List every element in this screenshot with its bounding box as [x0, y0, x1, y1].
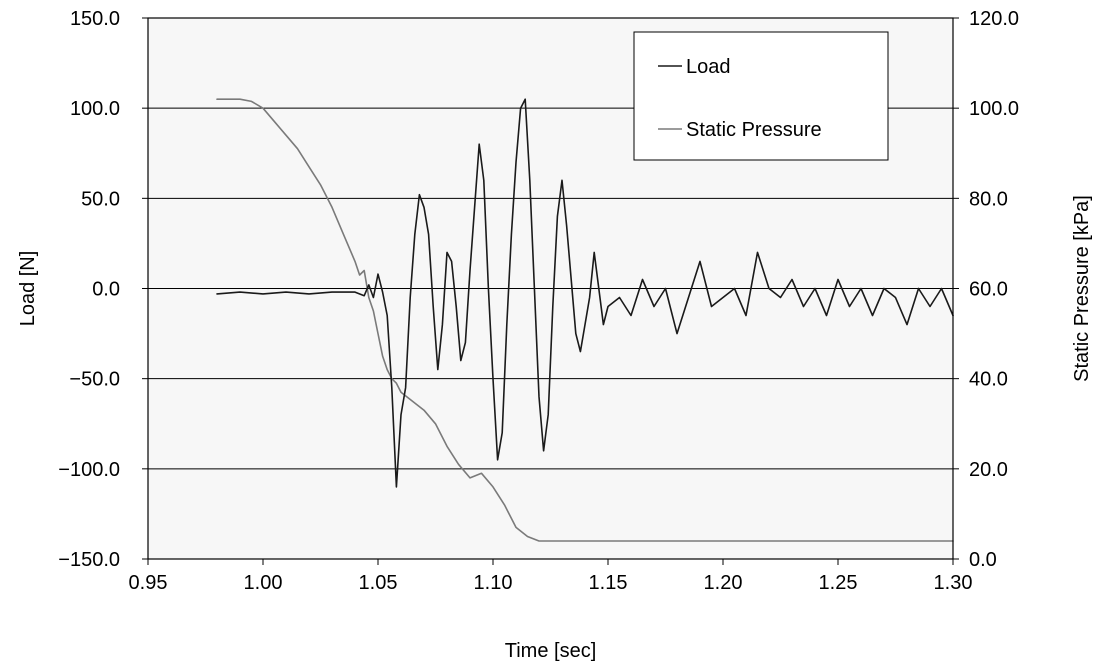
- tick-labels: 0.95 1.00 1.05 1.10 1.15 1.20 1.25 1.30 150.0 100…: [58, 8, 1019, 594]
- y-right-tick-label: 20.0: [969, 459, 1008, 481]
- series-line-load: [216, 98, 954, 488]
- y-left-tick-label: −100.0: [58, 459, 120, 481]
- y-right-tick-label: 0.0: [969, 549, 997, 571]
- legend-label-static-pressure: Static Pressure: [686, 119, 822, 141]
- x-tick-label: 1.20: [704, 572, 743, 594]
- series-line-static-pressure: [216, 98, 954, 542]
- x-tick-label: 1.00: [244, 572, 283, 594]
- series-layer: [216, 98, 954, 542]
- y-left-tick-label: 150.0: [70, 8, 120, 30]
- x-tick-label: 1.30: [934, 572, 973, 594]
- y-axis-right-title: Static Pressure [kPa]: [1071, 195, 1093, 382]
- y-right-tick-label: 40.0: [969, 369, 1008, 391]
- x-tick-label: 1.25: [819, 572, 858, 594]
- x-tick-label: 1.10: [474, 572, 513, 594]
- x-tick-label: 0.95: [129, 572, 168, 594]
- x-tick-label: 1.15: [589, 572, 628, 594]
- y-left-tick-label: 0.0: [92, 279, 120, 301]
- y-right-tick-label: 120.0: [969, 8, 1019, 30]
- legend-label-load: Load: [686, 56, 731, 78]
- legend-box: [633, 31, 889, 161]
- y-left-tick-label: −150.0: [58, 549, 120, 571]
- y-left-tick-label: 50.0: [81, 188, 120, 210]
- y-axis-left-title: Load [N]: [17, 251, 39, 327]
- x-axis-title: Time [sec]: [505, 640, 597, 662]
- y-right-tick-label: 60.0: [969, 279, 1008, 301]
- x-tick-label: 1.05: [359, 572, 398, 594]
- legend: Load Static Pressure: [633, 31, 889, 161]
- y-right-tick-label: 80.0: [969, 188, 1008, 210]
- y-right-tick-label: 100.0: [969, 98, 1019, 120]
- y-left-tick-label: −50.0: [69, 369, 120, 391]
- y-left-tick-label: 100.0: [70, 98, 120, 120]
